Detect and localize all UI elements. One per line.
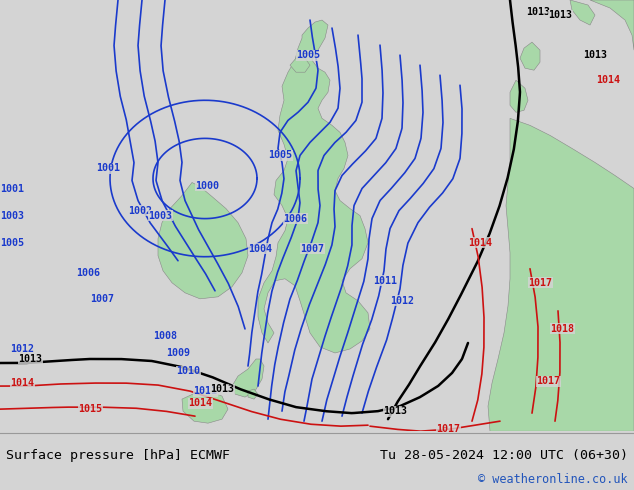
Text: 1017: 1017	[528, 278, 552, 288]
Text: 1012: 1012	[10, 344, 34, 354]
Text: 1003: 1003	[148, 211, 172, 220]
Polygon shape	[510, 80, 528, 112]
Text: 1012: 1012	[390, 296, 414, 306]
Text: 1014: 1014	[596, 75, 620, 85]
Polygon shape	[520, 42, 540, 70]
Text: 1008: 1008	[153, 331, 177, 341]
Text: 1002: 1002	[128, 206, 152, 216]
Polygon shape	[248, 389, 258, 399]
Text: 1015: 1015	[78, 404, 102, 414]
Text: 1007: 1007	[300, 244, 324, 254]
Text: 1003: 1003	[0, 211, 24, 220]
Polygon shape	[488, 118, 634, 431]
Text: 1017: 1017	[436, 424, 460, 434]
Text: 1011: 1011	[373, 276, 397, 286]
Text: 1013: 1013	[526, 7, 550, 17]
Polygon shape	[182, 391, 228, 423]
Polygon shape	[158, 182, 248, 299]
Text: 1010: 1010	[176, 366, 200, 376]
Text: 1014: 1014	[468, 238, 492, 247]
Text: 1004: 1004	[248, 244, 272, 254]
Polygon shape	[258, 20, 370, 353]
Text: 1014: 1014	[188, 398, 212, 408]
Text: 1018: 1018	[550, 324, 574, 334]
Text: 1014: 1014	[10, 378, 34, 388]
Text: 1017: 1017	[536, 376, 560, 386]
Polygon shape	[570, 0, 595, 25]
Text: 1005: 1005	[296, 50, 320, 60]
Text: 1013: 1013	[548, 10, 572, 20]
Text: Tu 28-05-2024 12:00 UTC (06+30): Tu 28-05-2024 12:00 UTC (06+30)	[380, 449, 628, 462]
Text: 1005: 1005	[268, 150, 292, 160]
Text: 1009: 1009	[166, 348, 190, 358]
Text: 1013: 1013	[210, 384, 234, 394]
Text: 1006: 1006	[76, 268, 100, 278]
Text: 1006: 1006	[283, 214, 307, 223]
Text: 1011: 1011	[193, 386, 217, 396]
Text: 1013: 1013	[583, 50, 607, 60]
Text: 1013: 1013	[18, 354, 42, 364]
Text: 1001: 1001	[96, 164, 120, 173]
Text: 1001: 1001	[0, 184, 24, 194]
Text: 1007: 1007	[90, 294, 114, 304]
Text: 1005: 1005	[0, 238, 24, 247]
Text: Surface pressure [hPa] ECMWF: Surface pressure [hPa] ECMWF	[6, 449, 230, 462]
Polygon shape	[290, 58, 310, 72]
Polygon shape	[232, 359, 264, 397]
Polygon shape	[590, 0, 634, 50]
Text: 1000: 1000	[195, 180, 219, 191]
Text: © weatheronline.co.uk: © weatheronline.co.uk	[479, 472, 628, 486]
Text: 1013: 1013	[383, 406, 407, 416]
